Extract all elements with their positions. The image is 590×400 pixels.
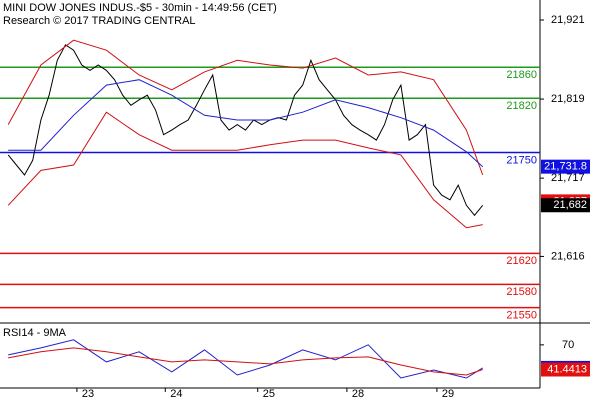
price-marker: [541, 198, 590, 213]
series-line: [8, 339, 483, 379]
chart-title: MINI DOW JONES INDUS.-$5 - 30min - 14:49…: [3, 2, 277, 14]
x-tick-label: 28: [352, 388, 364, 400]
series-line: [8, 79, 484, 168]
y-tick-label: 21,717: [551, 172, 585, 184]
series-line: [8, 347, 483, 376]
price-marker-label: 21,731.8: [544, 161, 587, 173]
level-label: 21620: [506, 255, 537, 267]
y-tick-label: 21,616: [551, 250, 585, 262]
x-tick-label: 24: [170, 388, 182, 400]
y-tick-label: 21,921: [551, 14, 585, 26]
series-line: [7, 44, 484, 217]
chart-subtitle: Research © 2017 TRADING CENTRAL: [3, 15, 196, 27]
x-tick-label: 23: [82, 388, 94, 400]
y-tick-label: 70: [562, 339, 574, 351]
panel-title: RSI14 - 9MA: [3, 327, 67, 339]
x-tick-label: 29: [442, 388, 454, 400]
series-line: [7, 39, 484, 176]
series-line: [7, 111, 483, 229]
level-label: 21820: [506, 100, 537, 112]
level-label: 21750: [506, 154, 537, 166]
level-label: 21860: [506, 69, 537, 81]
price-marker: [541, 362, 590, 377]
price-marker-label: 41.4413: [547, 363, 587, 375]
y-tick-label: 21,819: [551, 93, 585, 105]
x-tick-label: 25: [263, 388, 275, 400]
price-marker: [541, 159, 590, 174]
level-label: 21550: [506, 309, 537, 321]
level-label: 21580: [506, 286, 537, 298]
price-marker-label: 21,682: [553, 199, 587, 211]
